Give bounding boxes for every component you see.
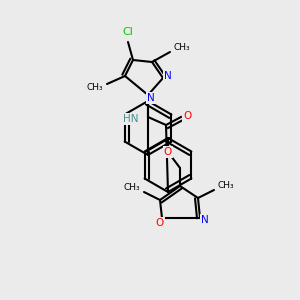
Text: N: N	[147, 93, 155, 103]
Text: CH₃: CH₃	[87, 83, 103, 92]
Text: CH₃: CH₃	[174, 44, 190, 52]
Text: O: O	[183, 111, 191, 121]
Text: N: N	[164, 71, 172, 81]
Text: Cl: Cl	[123, 27, 134, 37]
Text: HN: HN	[122, 114, 138, 124]
Text: CH₃: CH₃	[218, 182, 234, 190]
Text: O: O	[164, 147, 172, 157]
Text: CH₃: CH₃	[124, 184, 140, 193]
Text: N: N	[201, 215, 209, 225]
Text: O: O	[156, 218, 164, 228]
